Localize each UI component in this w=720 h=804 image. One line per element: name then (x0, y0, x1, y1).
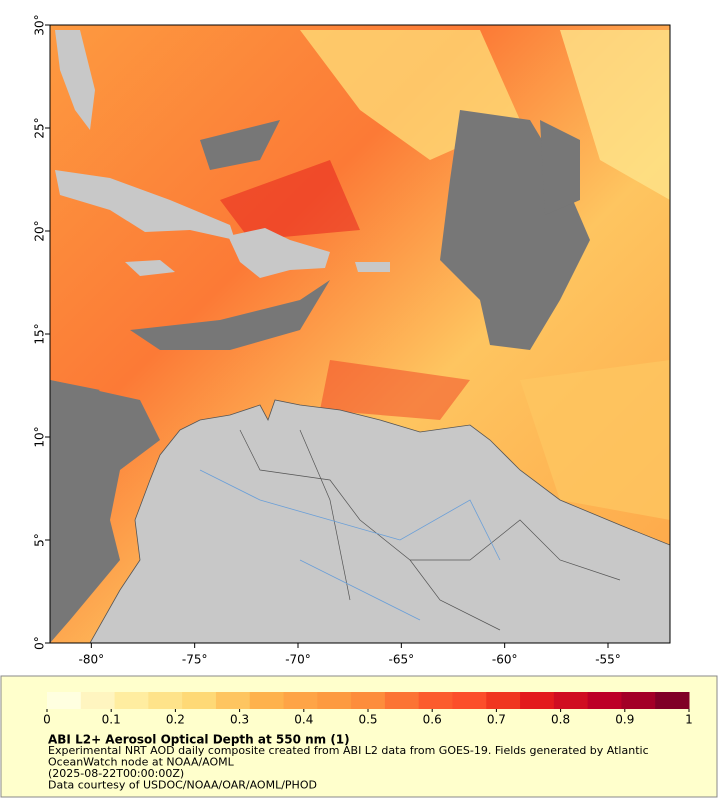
y-tick-label: 5° (33, 533, 47, 547)
x-tick-label: -75° (182, 653, 208, 667)
colorbar-swatch (384, 692, 420, 709)
colorbar-swatch (182, 692, 217, 709)
colorbar-swatch (655, 692, 690, 709)
colorbar-tick-label: 0.4 (294, 713, 313, 727)
y-tick-label: 15° (33, 323, 47, 344)
x-tick-label: -65° (389, 653, 415, 667)
colorbar-swatch (520, 692, 555, 709)
note-line: OceanWatch node at NOAA/AOML (48, 756, 235, 769)
colorbar-swatch (418, 692, 453, 709)
colorbar-swatch (114, 692, 149, 709)
y-tick-label: 25° (33, 117, 47, 138)
colorbar-swatch (47, 692, 82, 709)
colorbar-tick-label: 0 (43, 713, 51, 727)
x-tick-label: -80° (79, 653, 105, 667)
colorbar-swatch (351, 692, 386, 709)
colorbar-swatch (621, 692, 656, 709)
colorbar-swatch (587, 692, 622, 709)
colorbar-tick-label: 0.3 (230, 713, 249, 727)
colorbar-tick-label: 0.8 (551, 713, 570, 727)
colorbar-swatch (486, 692, 521, 709)
x-tick-label: -55° (595, 653, 621, 667)
y-tick-label: 30° (33, 14, 47, 35)
colorbar-tick-label: 0.1 (102, 713, 121, 727)
colorbar-title: ABI L2+ Aerosol Optical Depth at 550 nm … (48, 733, 350, 747)
colorbar-tick-label: 0.7 (487, 713, 506, 727)
colorbar-swatch (80, 692, 116, 709)
y-tick-label: 20° (33, 220, 47, 241)
note-line: (2025-08-22T00:00:00Z) (48, 767, 184, 780)
y-tick-label: 10° (33, 426, 47, 447)
colorbar-tick-label: 0.6 (423, 713, 442, 727)
note-line: Experimental NRT AOD daily composite cre… (48, 744, 649, 757)
y-tick-label: 0° (33, 636, 47, 650)
colorbar-swatch (283, 692, 318, 709)
colorbar-tick-label: 0.9 (615, 713, 634, 727)
colorbar-tick-label: 0.5 (358, 713, 377, 727)
colorbar-swatch (215, 692, 251, 709)
colorbar-swatch (452, 692, 487, 709)
x-tick-label: -70° (285, 653, 311, 667)
colorbar-tick-label: 1 (685, 713, 693, 727)
map-image (50, 25, 670, 643)
colorbar-swatch (148, 692, 183, 709)
colorbar-tick-label: 0.2 (166, 713, 185, 727)
x-tick-label: -60° (492, 653, 518, 667)
note-line: Data courtesy of USDOC/NOAA/OAR/AOML/PHO… (48, 779, 317, 792)
colorbar-swatch (317, 692, 352, 709)
colorbar-swatch (249, 692, 285, 709)
colorbar-swatch (553, 692, 589, 709)
